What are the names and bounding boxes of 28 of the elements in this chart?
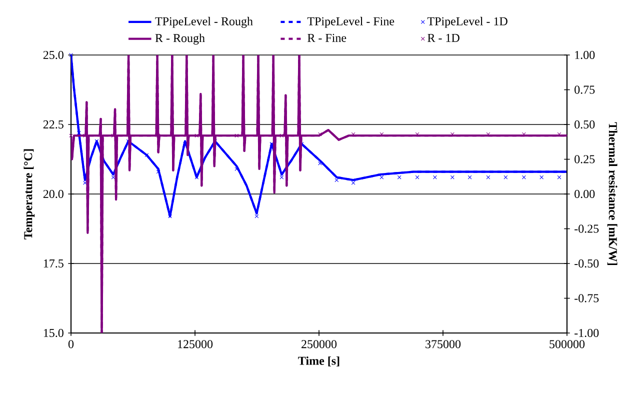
y2-tick-label: 0.25: [574, 155, 595, 164]
y-axis-title: Temperature [°C]: [24, 149, 35, 240]
x-tick-label: 0: [68, 340, 74, 348]
y-tick-label: 22.5: [43, 120, 64, 129]
x-tick-label: 375000: [426, 340, 461, 348]
y-tick-label: 20.0: [43, 190, 64, 198]
x-tick-label: 125000: [178, 340, 213, 348]
y-tick-label: 17.5: [44, 259, 64, 268]
y2-tick-label: 0.00: [574, 190, 595, 198]
x-tick-label: 500000: [550, 340, 585, 348]
legend-label: R - Fine: [308, 34, 346, 42]
y-tick-label: 25.0: [43, 50, 64, 60]
legend-label: TPipeLevel - 1D: [427, 16, 508, 28]
y2-axis-title: Thermal resistance [mK/W]: [607, 122, 618, 265]
legend-label: R - 1D: [428, 34, 460, 42]
y2-tick-label: -0.25: [574, 224, 599, 233]
y2-tick-label: -1.00: [574, 328, 599, 338]
y2-tick-label: 0.50: [574, 120, 595, 129]
legend-label: TPipeLevel - Rough: [155, 16, 253, 28]
legend-label: R - Rough: [155, 34, 205, 45]
y2-tick-label: 1.00: [575, 50, 595, 60]
y2-tick-label: 0.75: [574, 86, 595, 94]
x-axis-title: Time [s]: [298, 356, 340, 366]
x-tick-label: 250000: [302, 340, 337, 348]
y2-tick-label: -0.75: [574, 294, 599, 302]
legend-label: TPipeLevel - Fine: [307, 16, 394, 28]
y-tick-label: 15.0: [44, 328, 64, 338]
y2-tick-label: -0.50: [574, 259, 599, 268]
